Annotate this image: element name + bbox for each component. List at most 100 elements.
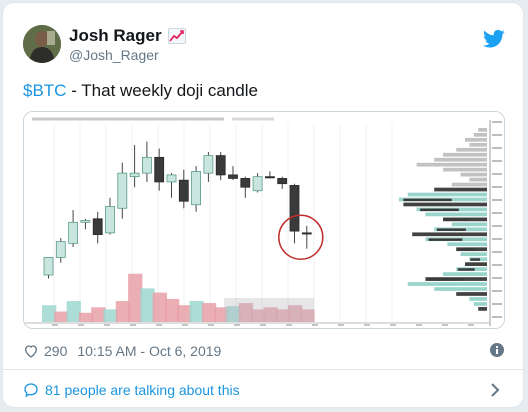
chevron-right-icon[interactable] xyxy=(489,382,501,398)
candle-body xyxy=(289,185,300,232)
volume-profile-bar xyxy=(478,307,487,311)
tweet-header: Josh Rager @Josh_Rager xyxy=(23,25,505,65)
volume-profile-bar xyxy=(447,242,487,247)
timestamp[interactable]: 10:15 AM - Oct 6, 2019 xyxy=(77,343,222,359)
volume-bar xyxy=(263,307,278,322)
volume-profile-bar xyxy=(434,187,487,192)
volume-bar xyxy=(91,307,106,322)
candle-body xyxy=(154,156,165,183)
volume-bar xyxy=(152,292,167,322)
volume-profile-bar xyxy=(469,177,487,182)
volume-profile-bar-dark xyxy=(445,218,470,221)
volume-profile xyxy=(399,128,487,311)
display-name[interactable]: Josh Rager xyxy=(69,26,162,45)
candle-body xyxy=(105,206,115,234)
cashtag-link[interactable]: $BTC xyxy=(23,81,67,100)
volume-profile-bar-dark xyxy=(420,208,459,212)
candle-body xyxy=(277,178,288,185)
price-chart xyxy=(24,112,504,328)
conversation-label[interactable]: 81 people are talking about this xyxy=(45,382,240,398)
volume-bar xyxy=(42,305,57,322)
volume-profile-bar xyxy=(407,192,487,197)
volume-profile-bar xyxy=(425,212,487,217)
candle-body xyxy=(228,174,238,179)
candle-body xyxy=(215,155,226,176)
volume-profile-bar-dark xyxy=(457,248,475,251)
volume-bar xyxy=(177,305,192,322)
avatar[interactable] xyxy=(23,25,61,63)
volume-profile-bar-dark xyxy=(403,198,452,202)
candle-body xyxy=(264,176,275,179)
candle-body xyxy=(117,172,128,209)
candle-body xyxy=(166,174,177,183)
volume-profile-bar-dark xyxy=(470,258,480,261)
volume-bar xyxy=(300,309,315,322)
tweet-body: - That weekly doji candle xyxy=(66,81,258,100)
volume-bar xyxy=(165,298,180,322)
volume-bar xyxy=(201,303,217,322)
volume-bar xyxy=(288,305,303,322)
candle-body xyxy=(203,155,214,174)
tweet-meta: 290 10:15 AM - Oct 6, 2019 xyxy=(23,341,505,361)
volume-bar xyxy=(238,303,254,322)
volume-profile-bar xyxy=(465,137,487,142)
chart-increasing-icon xyxy=(167,28,186,44)
conversation-link[interactable]: 81 people are talking about this xyxy=(23,379,505,401)
candle-body xyxy=(129,172,140,178)
volume-bar xyxy=(103,309,118,322)
candle-body xyxy=(68,221,78,244)
candle-body xyxy=(240,178,251,188)
volume-profile-bar-dark xyxy=(428,278,463,281)
volume-profile-bar xyxy=(451,222,487,227)
volume-profile-bar xyxy=(443,167,487,172)
volume-overlay xyxy=(224,298,314,322)
volume-profile-bar xyxy=(460,252,487,257)
volume-profile-bar xyxy=(456,147,487,152)
volume-profile-bar xyxy=(412,232,487,237)
volume-profile-bar xyxy=(460,172,487,177)
volume-bar xyxy=(226,306,241,322)
author-names: Josh Rager @Josh_Rager xyxy=(69,26,186,64)
avatar-photo-icon xyxy=(23,25,61,63)
candle-body xyxy=(191,171,202,206)
candlesticks xyxy=(43,141,312,279)
chart-background xyxy=(24,112,504,328)
volume-bar xyxy=(115,301,131,322)
candle-body xyxy=(301,232,312,235)
volume-profile-bar xyxy=(478,128,487,132)
twitter-bird-icon[interactable] xyxy=(483,29,505,49)
speech-bubble-icon xyxy=(24,383,38,398)
volume-bar xyxy=(128,273,143,322)
volume-profile-bar xyxy=(473,302,487,306)
tweet-card: Josh Rager @Josh_Rager $BTC - That weekl… xyxy=(2,2,524,408)
volume-profile-bar xyxy=(465,262,487,266)
volume-profile-bar xyxy=(434,287,487,291)
volume-bar xyxy=(275,309,290,322)
volume-profile-bar-dark xyxy=(436,228,466,231)
price-axis xyxy=(489,120,502,326)
volume-bar xyxy=(66,301,81,322)
volume-bar xyxy=(54,311,69,322)
author-handle[interactable]: @Josh_Rager xyxy=(69,47,159,63)
volume-bar xyxy=(189,301,204,322)
volume-bars xyxy=(42,273,315,322)
candle-body xyxy=(178,179,189,202)
volume-profile-bar xyxy=(469,297,487,301)
volume-bar xyxy=(78,312,94,322)
volume-profile-bar xyxy=(473,132,487,137)
candle-body xyxy=(252,176,263,192)
tweet-image[interactable] xyxy=(23,111,505,329)
candle-body xyxy=(80,220,91,223)
info-icon[interactable] xyxy=(489,342,505,358)
volume-profile-bar-dark xyxy=(457,268,475,271)
volume-bar xyxy=(251,309,266,322)
volume-profile-bar xyxy=(434,157,487,162)
volume-bar xyxy=(214,307,229,322)
volume-profile-bar xyxy=(443,272,487,276)
display-name-row[interactable]: Josh Rager xyxy=(69,26,186,46)
like-count[interactable]: 290 xyxy=(44,343,68,359)
heart-icon[interactable] xyxy=(23,343,39,359)
volume-profile-bar xyxy=(456,292,487,296)
volume-profile-bar xyxy=(416,162,487,167)
candle-body xyxy=(43,257,54,276)
